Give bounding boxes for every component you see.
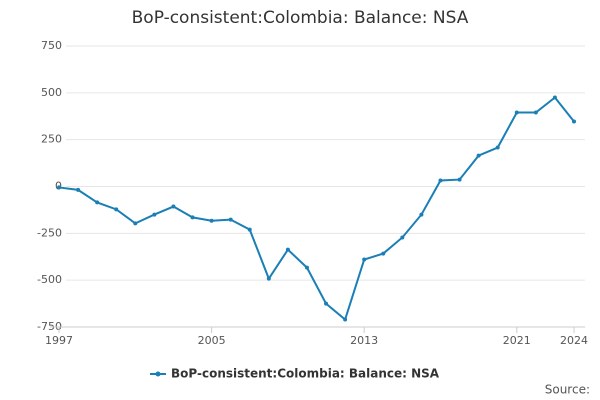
point bbox=[228, 217, 233, 222]
point bbox=[95, 200, 100, 205]
point bbox=[133, 221, 138, 226]
point bbox=[362, 257, 367, 262]
point bbox=[572, 119, 576, 124]
point bbox=[266, 276, 271, 281]
point bbox=[324, 301, 329, 306]
y-tick-label: 250 bbox=[41, 133, 62, 146]
point bbox=[419, 212, 424, 217]
point bbox=[552, 95, 557, 100]
x-tick-label: 2024 bbox=[560, 334, 588, 347]
x-tick-label: 2021 bbox=[503, 334, 531, 347]
point bbox=[476, 153, 481, 158]
point bbox=[514, 110, 519, 115]
point bbox=[209, 218, 214, 223]
y-tick-label: -250 bbox=[37, 226, 62, 239]
point bbox=[304, 265, 309, 270]
point bbox=[285, 247, 290, 252]
point bbox=[343, 317, 348, 322]
series-line bbox=[58, 96, 575, 322]
point bbox=[533, 110, 538, 115]
y-tick-label: -750 bbox=[37, 320, 62, 333]
point bbox=[381, 251, 386, 256]
point bbox=[495, 145, 500, 150]
point bbox=[247, 227, 252, 232]
point bbox=[57, 185, 61, 190]
chart-title: BoP-consistent:Colombia: Balance: NSA bbox=[132, 8, 469, 28]
point bbox=[438, 178, 443, 183]
point bbox=[171, 204, 176, 209]
x-tick-label: 1997 bbox=[45, 334, 73, 347]
point bbox=[400, 235, 405, 240]
legend-label: BoP-consistent:Colombia: Balance: NSA bbox=[171, 367, 440, 381]
y-tick-label: -500 bbox=[37, 273, 62, 286]
point bbox=[457, 177, 462, 182]
legend-marker bbox=[155, 371, 161, 377]
source: Source: bbox=[545, 383, 590, 397]
x-tick-label: 2005 bbox=[198, 334, 226, 347]
point bbox=[76, 187, 81, 192]
point bbox=[152, 212, 157, 217]
x-tick-label: 2013 bbox=[350, 334, 378, 347]
point bbox=[190, 215, 195, 220]
y-tick-label: 500 bbox=[41, 86, 62, 99]
point bbox=[114, 207, 119, 212]
y-tick-label: 750 bbox=[41, 39, 62, 52]
